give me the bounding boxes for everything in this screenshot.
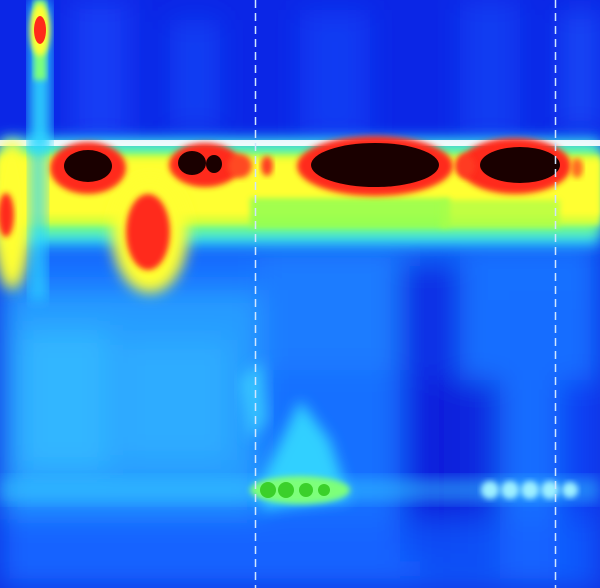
red-plume — [112, 177, 188, 293]
top-spike — [30, 0, 50, 300]
hotspot-group — [50, 136, 583, 196]
left-edge-spot — [0, 140, 32, 290]
upper-mottling — [70, 0, 600, 140]
dot-row — [0, 476, 600, 504]
vertical-markers — [254, 0, 557, 588]
lower-mottling — [0, 240, 600, 588]
